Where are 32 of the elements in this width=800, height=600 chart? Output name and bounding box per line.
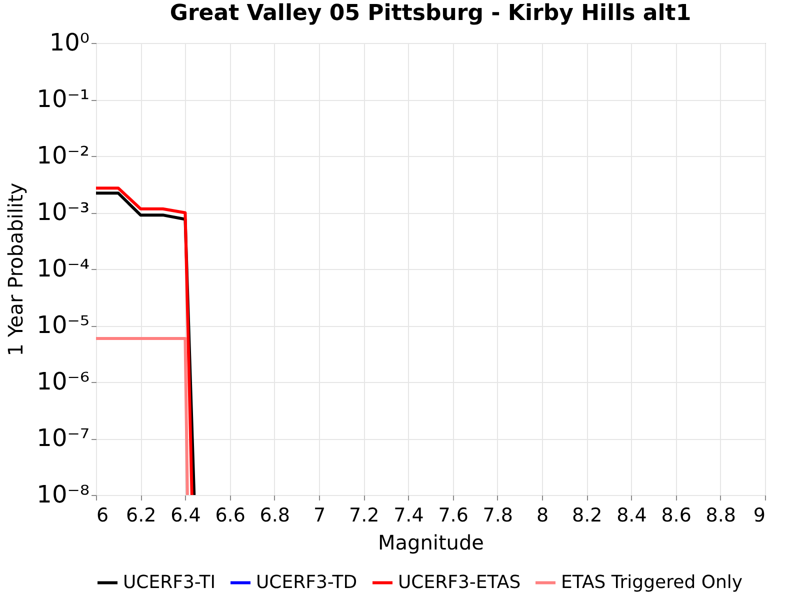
x-tick-label: 7.8	[482, 504, 514, 526]
y-tick-label: 10⁻²	[36, 142, 90, 170]
x-tick-label: 7.2	[348, 504, 380, 526]
y-tick-label: 10⁻⁷	[36, 424, 90, 452]
legend-label: UCERF3-TD	[256, 572, 358, 593]
x-tick-label: 6.4	[170, 504, 201, 526]
x-tick-label: 8.2	[572, 504, 602, 526]
x-tick-label: 8.8	[706, 504, 736, 526]
chart-title: Great Valley 05 Pittsburg - Kirby Hills alt1	[170, 1, 692, 26]
x-tick-label: 8	[536, 504, 549, 526]
y-tick-label: 10⁻⁵	[36, 311, 90, 339]
legend-label: UCERF3-ETAS	[398, 572, 521, 593]
x-axis-title: Magnitude	[378, 530, 484, 554]
x-tick-label: 7.4	[394, 504, 424, 526]
legend-label: ETAS Triggered Only	[561, 572, 743, 593]
x-tick-label: 8.6	[661, 504, 692, 526]
y-tick-label: 10⁻³	[36, 198, 90, 226]
y-tick-label: 10⁻⁶	[36, 368, 90, 396]
x-tick-label: 8.4	[616, 504, 647, 526]
y-tick-label: 10⁰	[49, 28, 90, 56]
x-tick-label: 7.6	[438, 504, 468, 526]
y-tick-label: 10⁻⁴	[36, 254, 90, 282]
y-axis-title: 1 Year Probability	[4, 182, 28, 356]
x-tick-label: 9	[753, 504, 766, 526]
x-tick-label: 6.6	[215, 504, 246, 526]
y-tick-label: 10⁻⁸	[36, 480, 90, 508]
x-tick-label: 6	[96, 504, 109, 526]
x-tick-label: 6.2	[126, 504, 156, 526]
x-tick-label: 7	[313, 504, 326, 526]
legend-label: UCERF3-TI	[123, 572, 216, 593]
y-tick-label: 10⁻¹	[36, 85, 90, 113]
x-tick-label: 6.8	[260, 504, 290, 526]
